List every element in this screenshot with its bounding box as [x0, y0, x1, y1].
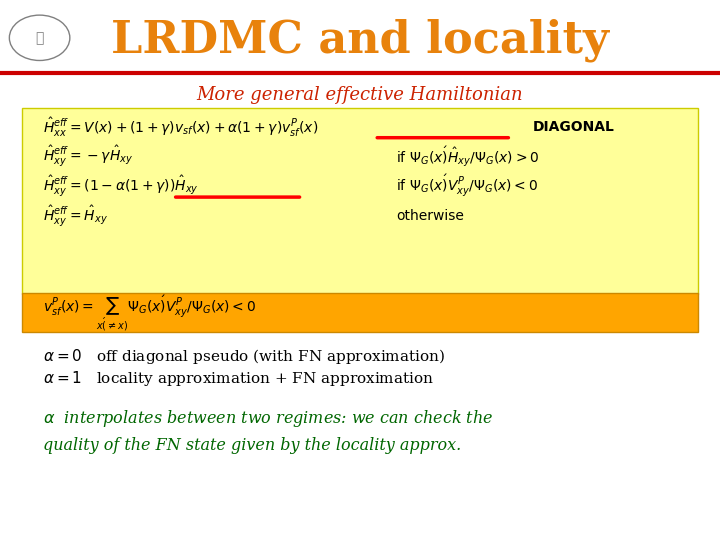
Text: DIAGONAL: DIAGONAL	[533, 120, 615, 134]
Text: otherwise: otherwise	[396, 209, 464, 223]
Text: LRDMC and locality: LRDMC and locality	[111, 19, 609, 62]
Text: if $\Psi_G(x\')V^P_{xy}/\Psi_G(x)<0$: if $\Psi_G(x\')V^P_{xy}/\Psi_G(x)<0$	[396, 173, 538, 199]
Text: $\alpha=0$   off diagonal pseudo (with FN approximation): $\alpha=0$ off diagonal pseudo (with FN …	[43, 347, 446, 366]
Text: $\hat{H}^{eff}_{xx} = V(x)+(1+\gamma)v_{sf}(x)+\alpha(1+\gamma)v^P_{sf}(x)$: $\hat{H}^{eff}_{xx} = V(x)+(1+\gamma)v_{…	[43, 115, 318, 139]
Text: $v^P_{sf}(x) = \sum_{x\'(\neq x)}\Psi_G(x\')V^P_{xy}/\Psi_G(x)<0$: $v^P_{sf}(x) = \sum_{x\'(\neq x)}\Psi_G(…	[43, 293, 256, 333]
Text: More general effective Hamiltonian: More general effective Hamiltonian	[197, 85, 523, 104]
Text: quality of the FN state given by the locality approx.: quality of the FN state given by the loc…	[43, 437, 462, 454]
Text: $\alpha$  interpolates between two regimes: we can check the: $\alpha$ interpolates between two regime…	[43, 408, 493, 429]
Text: $\hat{H}^{eff}_{xy} = (1-\alpha(1+\gamma))\hat{H}_{xy}$: $\hat{H}^{eff}_{xy} = (1-\alpha(1+\gamma…	[43, 174, 199, 199]
Text: if $\Psi_G(x\')\hat{H}_{xy}/\Psi_G(x)>0$: if $\Psi_G(x\')\hat{H}_{xy}/\Psi_G(x)>0$	[396, 144, 539, 169]
Text: $\hat{H}^{eff}_{xy} = -\gamma\hat{H}_{xy}$: $\hat{H}^{eff}_{xy} = -\gamma\hat{H}_{xy…	[43, 144, 133, 169]
Text: ⛵: ⛵	[35, 31, 44, 45]
FancyBboxPatch shape	[22, 108, 698, 294]
Text: $\alpha=1$   locality approximation + FN approximation: $\alpha=1$ locality approximation + FN a…	[43, 368, 434, 388]
FancyBboxPatch shape	[22, 293, 698, 332]
Text: $\hat{H}^{eff}_{xy} = \hat{H}_{xy}$: $\hat{H}^{eff}_{xy} = \hat{H}_{xy}$	[43, 204, 108, 228]
